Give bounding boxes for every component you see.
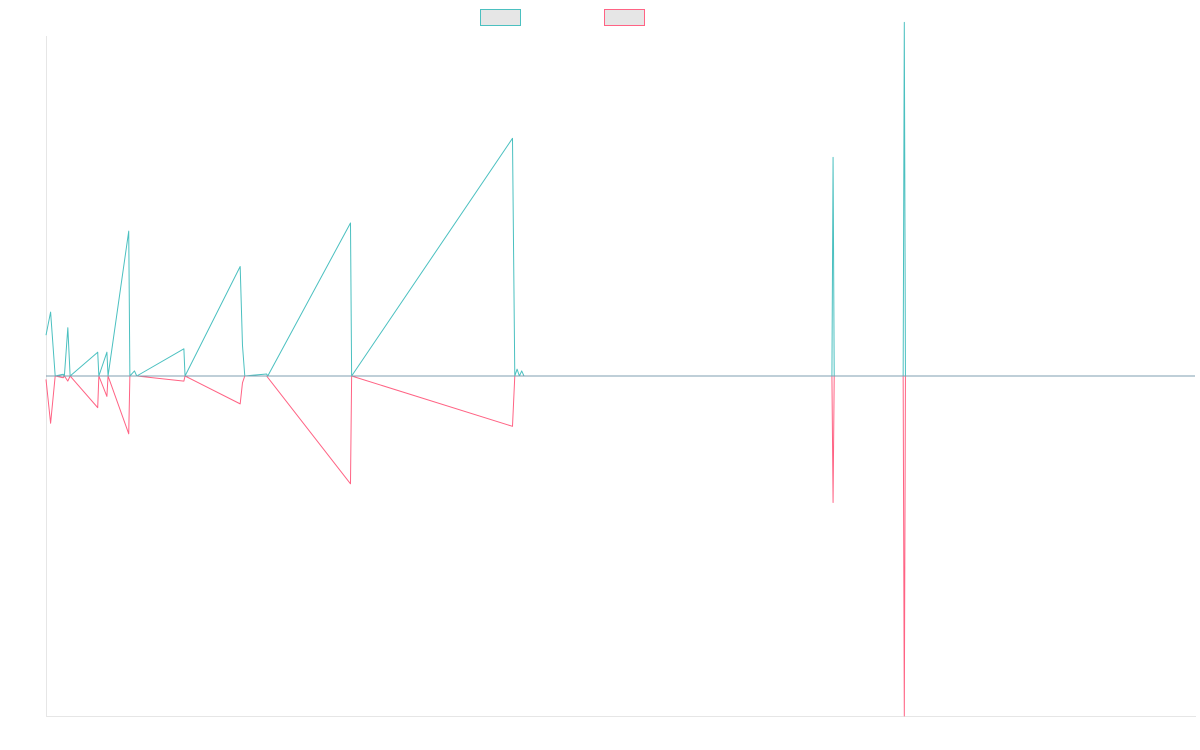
series-line-2 xyxy=(45,375,1195,717)
legend xyxy=(480,9,645,26)
legend-swatch-2[interactable] xyxy=(604,9,645,26)
series-line-1 xyxy=(45,21,1195,377)
legend-swatch-1[interactable] xyxy=(480,9,521,26)
series-layer xyxy=(45,21,1195,717)
